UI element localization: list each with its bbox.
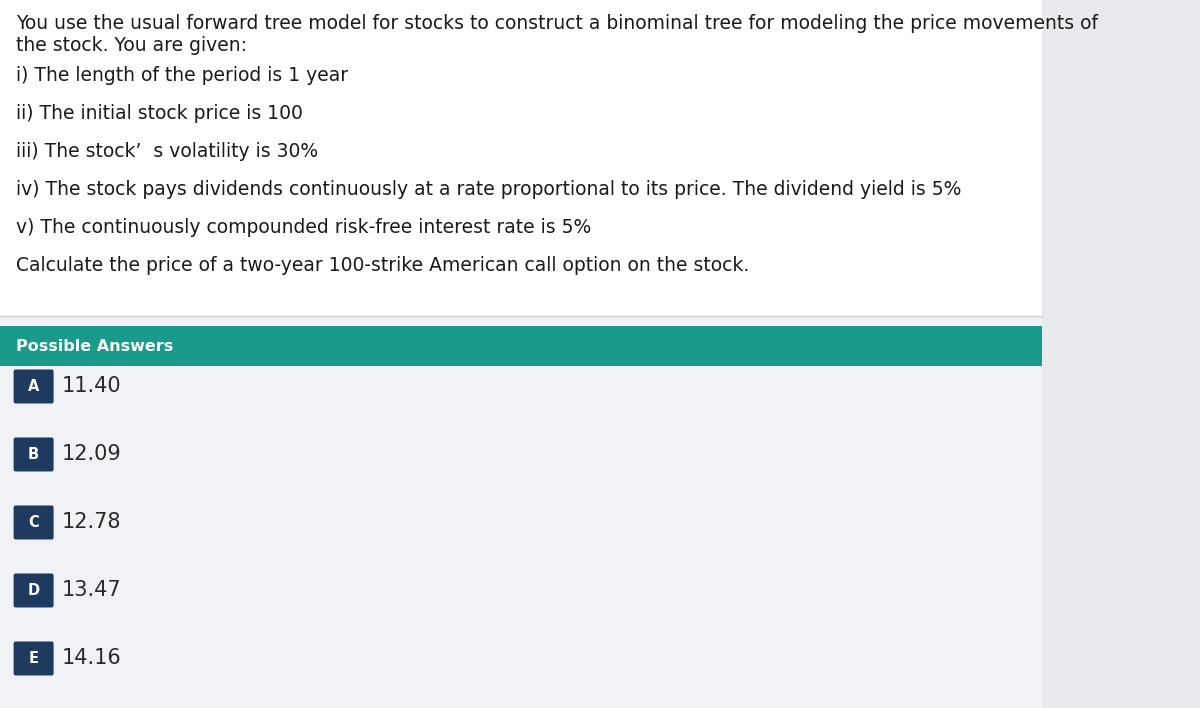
FancyBboxPatch shape [13,506,54,539]
Text: the stock. You are given:: the stock. You are given: [16,36,247,55]
FancyBboxPatch shape [13,438,54,472]
Text: i) The length of the period is 1 year: i) The length of the period is 1 year [16,66,348,85]
Text: v) The continuously compounded risk-free interest rate is 5%: v) The continuously compounded risk-free… [16,218,590,237]
Text: 11.40: 11.40 [61,377,121,396]
Text: 14.16: 14.16 [61,649,121,668]
Text: A: A [28,379,40,394]
Text: 12.78: 12.78 [61,513,121,532]
Bar [0,326,1042,367]
Text: ii) The initial stock price is 100: ii) The initial stock price is 100 [16,104,302,123]
Text: B: B [28,447,40,462]
FancyBboxPatch shape [13,370,54,404]
Bar [0,0,1200,316]
Text: Calculate the price of a two-year 100-strike American call option on the stock.: Calculate the price of a two-year 100-st… [16,256,749,275]
Text: You use the usual forward tree model for stocks to construct a binominal tree fo: You use the usual forward tree model for… [16,14,1098,33]
Text: iii) The stock’  s volatility is 30%: iii) The stock’ s volatility is 30% [16,142,318,161]
Text: iv) The stock pays dividends continuously at a rate proportional to its price. T: iv) The stock pays dividends continuousl… [16,180,961,199]
Text: C: C [29,515,38,530]
FancyBboxPatch shape [13,641,54,675]
FancyBboxPatch shape [13,573,54,607]
Text: D: D [28,583,40,598]
Text: E: E [29,651,38,666]
Text: 13.47: 13.47 [61,581,121,600]
Bar [1042,0,1200,708]
Text: Possible Answers: Possible Answers [16,339,173,354]
Text: 12.09: 12.09 [61,445,121,464]
